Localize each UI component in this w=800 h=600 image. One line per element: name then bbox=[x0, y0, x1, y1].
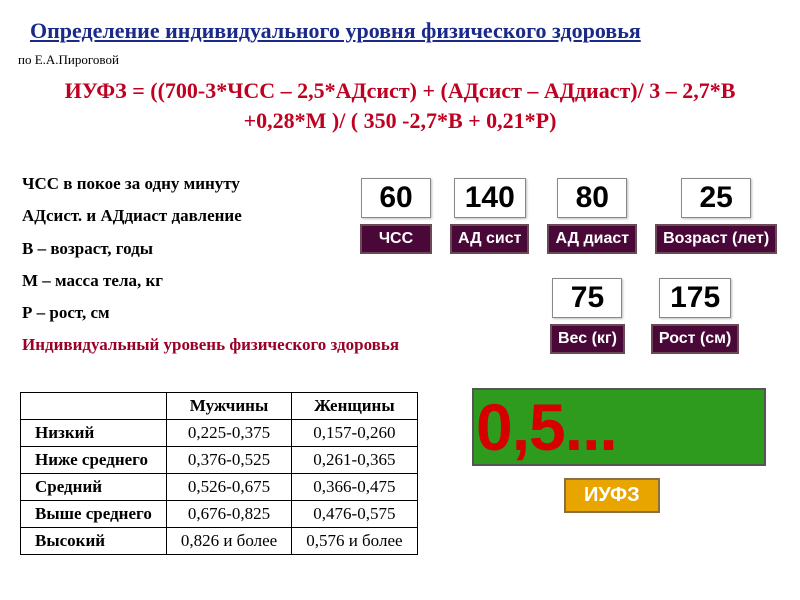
table-cell: 0,225-0,375 bbox=[166, 420, 291, 447]
inputs-row-2: 75 Вес (кг) 175 Рост (см) bbox=[550, 278, 739, 354]
input-bp-sys: 140 АД сист bbox=[450, 178, 529, 254]
table-cell: 0,376-0,525 bbox=[166, 447, 291, 474]
table-cell: Низкий bbox=[21, 420, 167, 447]
page-title: Определение индивидуального уровня физич… bbox=[30, 18, 641, 44]
table-header: Мужчины Женщины bbox=[21, 393, 418, 420]
input-value[interactable]: 140 bbox=[454, 178, 526, 218]
input-bp-dia: 80 АД диаст bbox=[547, 178, 637, 254]
table-head-cell: Женщины bbox=[292, 393, 417, 420]
input-value[interactable]: 25 bbox=[681, 178, 751, 218]
table-cell: 0,157-0,260 bbox=[292, 420, 417, 447]
input-age: 25 Возраст (лет) bbox=[655, 178, 777, 254]
table-head-cell bbox=[21, 393, 167, 420]
table-row: Выше среднего 0,676-0,825 0,476-0,575 bbox=[21, 501, 418, 528]
table-row: Высокий 0,826 и более 0,576 и более bbox=[21, 528, 418, 555]
definition-line: ЧСС в покое за одну минуту bbox=[22, 168, 399, 200]
input-value[interactable]: 80 bbox=[557, 178, 627, 218]
table-row: Ниже среднего 0,376-0,525 0,261-0,365 bbox=[21, 447, 418, 474]
input-label: Рост (см) bbox=[651, 324, 739, 354]
table-cell: 0,476-0,575 bbox=[292, 501, 417, 528]
definitions-block: ЧСС в покое за одну минуту АДсист. и АДд… bbox=[22, 168, 399, 362]
definition-line: М – масса тела, кг bbox=[22, 265, 399, 297]
definition-line: В – возраст, годы bbox=[22, 233, 399, 265]
author-subtitle: по Е.А.Пироговой bbox=[18, 52, 119, 68]
input-height: 175 Рост (см) bbox=[651, 278, 739, 354]
input-value[interactable]: 75 bbox=[552, 278, 622, 318]
table-head-cell: Мужчины bbox=[166, 393, 291, 420]
result-label: ИУФЗ bbox=[564, 478, 660, 513]
input-weight: 75 Вес (кг) bbox=[550, 278, 625, 354]
table-cell: 0,366-0,475 bbox=[292, 474, 417, 501]
input-value[interactable]: 175 bbox=[659, 278, 731, 318]
definition-line: АДсист. и АДдиаст давление bbox=[22, 200, 399, 232]
reference-table: Мужчины Женщины Низкий 0,225-0,375 0,157… bbox=[20, 392, 418, 555]
input-label: Возраст (лет) bbox=[655, 224, 777, 254]
table-cell: 0,676-0,825 bbox=[166, 501, 291, 528]
table-cell: 0,526-0,675 bbox=[166, 474, 291, 501]
table-cell: Средний bbox=[21, 474, 167, 501]
table-cell: Ниже среднего bbox=[21, 447, 167, 474]
table-row: Низкий 0,225-0,375 0,157-0,260 bbox=[21, 420, 418, 447]
inputs-row-1: 60 ЧСС 140 АД сист 80 АД диаст 25 Возрас… bbox=[360, 178, 777, 254]
table-cell: 0,826 и более bbox=[166, 528, 291, 555]
input-hr: 60 ЧСС bbox=[360, 178, 432, 254]
table-cell: Выше среднего bbox=[21, 501, 167, 528]
input-label: Вес (кг) bbox=[550, 324, 625, 354]
definition-line: Р – рост, см bbox=[22, 297, 399, 329]
table-row: Средний 0,526-0,675 0,366-0,475 bbox=[21, 474, 418, 501]
result-value: 0,5... bbox=[472, 388, 766, 466]
input-label: АД диаст bbox=[547, 224, 637, 254]
table-cell: 0,261-0,365 bbox=[292, 447, 417, 474]
definition-highlight: Индивидуальный уровень физического здоро… bbox=[22, 329, 399, 361]
table-cell: 0,576 и более bbox=[292, 528, 417, 555]
formula-text: ИУФЗ = ((700-3*ЧСС – 2,5*АДсист) + (АДси… bbox=[30, 76, 770, 135]
input-label: ЧСС bbox=[360, 224, 432, 254]
input-label: АД сист bbox=[450, 224, 529, 254]
table-cell: Высокий bbox=[21, 528, 167, 555]
input-value[interactable]: 60 bbox=[361, 178, 431, 218]
